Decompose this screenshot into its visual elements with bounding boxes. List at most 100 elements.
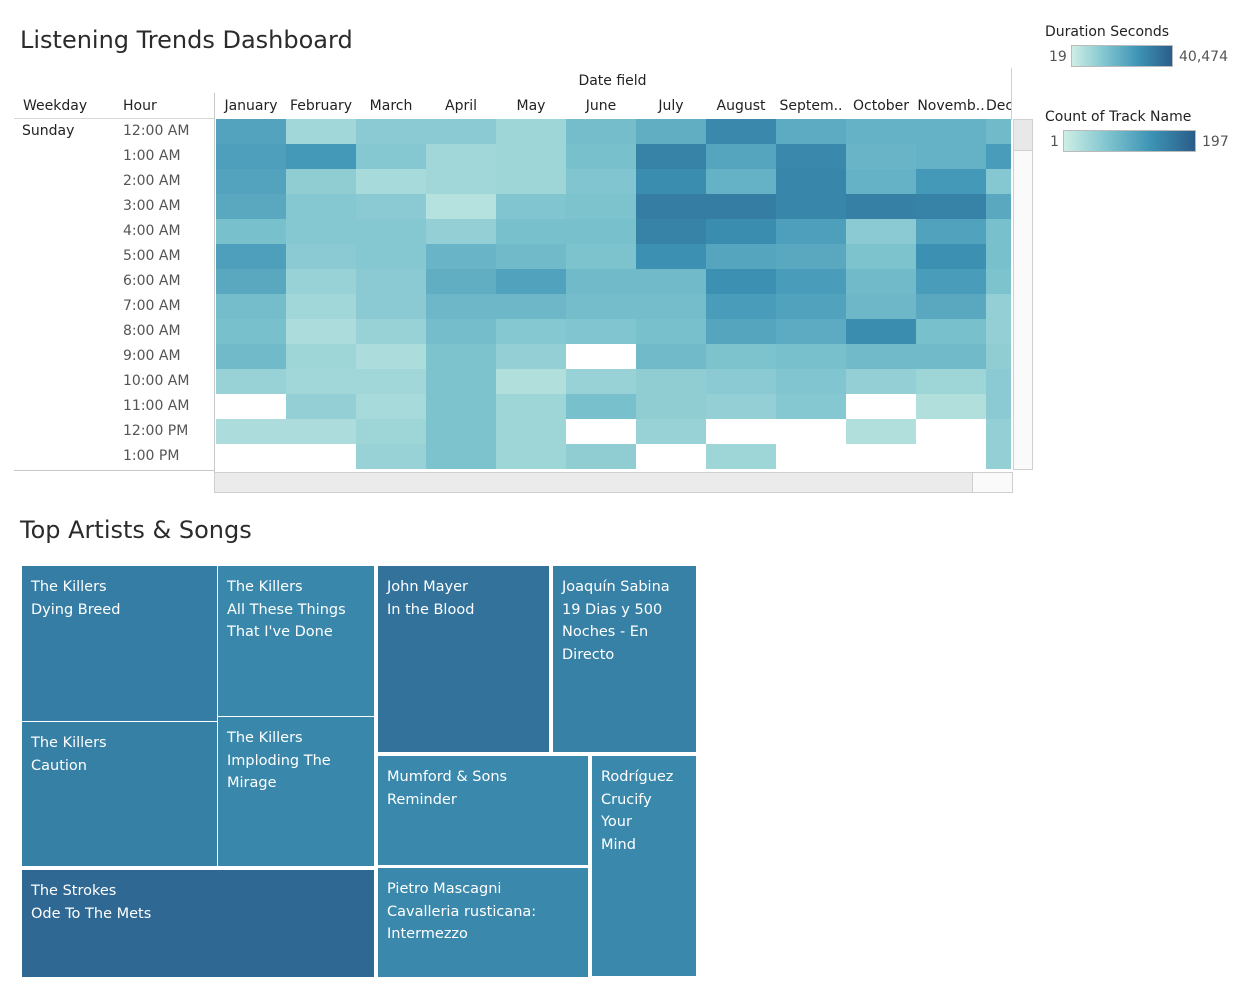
heatmap-cell[interactable] [496, 244, 566, 269]
heatmap-cell[interactable] [496, 119, 566, 144]
heatmap-cell[interactable] [216, 169, 286, 194]
heatmap-cell[interactable] [286, 369, 356, 394]
heatmap-cell[interactable] [636, 319, 706, 344]
heatmap-cell[interactable] [356, 269, 426, 294]
heatmap-cell[interactable] [706, 344, 776, 369]
heatmap-cell[interactable] [286, 194, 356, 219]
heatmap-cell[interactable] [916, 169, 986, 194]
heatmap-cell[interactable] [706, 319, 776, 344]
heatmap-cell[interactable] [846, 169, 916, 194]
heatmap-cell[interactable] [426, 144, 496, 169]
heatmap-cell[interactable] [916, 319, 986, 344]
treemap-tile[interactable]: The Killers Dying Breed [22, 566, 217, 721]
heatmap-cell[interactable] [216, 194, 286, 219]
heatmap-cell[interactable] [706, 219, 776, 244]
heatmap-cell[interactable] [636, 244, 706, 269]
horizontal-scroll-thumb[interactable] [215, 473, 973, 492]
heatmap-cell[interactable] [286, 394, 356, 419]
heatmap-cell[interactable] [846, 319, 916, 344]
heatmap-cell[interactable] [216, 369, 286, 394]
heatmap-cell[interactable] [986, 344, 1011, 369]
heatmap-cell[interactable] [496, 194, 566, 219]
heatmap-cell[interactable] [426, 294, 496, 319]
heatmap-cell[interactable] [986, 194, 1011, 219]
heatmap-cell[interactable] [216, 219, 286, 244]
heatmap-cell[interactable] [636, 144, 706, 169]
heatmap-cell[interactable] [496, 369, 566, 394]
heatmap-cell[interactable] [776, 294, 846, 319]
heatmap-cell[interactable] [846, 269, 916, 294]
heatmap-cell[interactable] [916, 369, 986, 394]
heatmap-cell[interactable] [426, 194, 496, 219]
heatmap-cell[interactable] [286, 169, 356, 194]
heatmap-cell[interactable] [776, 344, 846, 369]
heatmap-cell[interactable] [496, 219, 566, 244]
heatmap-cell[interactable] [566, 144, 636, 169]
heatmap-cell[interactable] [846, 369, 916, 394]
heatmap-cell[interactable] [636, 119, 706, 144]
heatmap-cell[interactable] [986, 444, 1011, 469]
heatmap-cell[interactable] [356, 294, 426, 319]
heatmap-cell[interactable] [846, 419, 916, 444]
heatmap-cell[interactable] [776, 394, 846, 419]
heatmap-cell[interactable] [916, 344, 986, 369]
heatmap-cell[interactable] [216, 319, 286, 344]
heatmap-cell[interactable] [496, 394, 566, 419]
heatmap-cell[interactable] [706, 119, 776, 144]
heatmap-cell[interactable] [426, 419, 496, 444]
heatmap-cell[interactable] [426, 319, 496, 344]
heatmap-cell[interactable] [776, 244, 846, 269]
heatmap-cell[interactable] [216, 119, 286, 144]
heatmap-cell[interactable] [426, 119, 496, 144]
treemap-tile[interactable]: Rodríguez Crucify Your Mind [592, 756, 696, 976]
heatmap-cell[interactable] [426, 394, 496, 419]
treemap-tile[interactable]: The Killers Caution [22, 722, 217, 866]
heatmap-cell[interactable] [776, 144, 846, 169]
heatmap-cell[interactable] [356, 319, 426, 344]
heatmap-cell[interactable] [986, 144, 1011, 169]
heatmap-cell[interactable] [426, 169, 496, 194]
heatmap-cell[interactable] [846, 194, 916, 219]
heatmap-cell[interactable] [216, 344, 286, 369]
heatmap-cell[interactable] [566, 294, 636, 319]
heatmap-cell[interactable] [566, 169, 636, 194]
heatmap-cell[interactable] [426, 244, 496, 269]
heatmap-cell[interactable] [566, 219, 636, 244]
heatmap-cell[interactable] [986, 219, 1011, 244]
treemap-tile[interactable]: The Strokes Ode To The Mets [22, 870, 374, 977]
heatmap-cell[interactable] [706, 294, 776, 319]
heatmap-cell[interactable] [566, 194, 636, 219]
heatmap-cell[interactable] [986, 319, 1011, 344]
heatmap-cell[interactable] [636, 269, 706, 294]
heatmap-cell[interactable] [496, 169, 566, 194]
heatmap-cell[interactable] [286, 344, 356, 369]
heatmap-cell[interactable] [356, 244, 426, 269]
treemap-tile[interactable]: Mumford & Sons Reminder [378, 756, 588, 865]
heatmap-cell[interactable] [916, 294, 986, 319]
heatmap-cell[interactable] [776, 369, 846, 394]
heatmap-cell[interactable] [636, 169, 706, 194]
heatmap-cell[interactable] [286, 319, 356, 344]
treemap-tile[interactable]: John Mayer In the Blood [378, 566, 549, 752]
heatmap-cell[interactable] [776, 319, 846, 344]
heatmap-cell[interactable] [706, 144, 776, 169]
heatmap-cell[interactable] [706, 194, 776, 219]
heatmap-cell[interactable] [636, 294, 706, 319]
treemap-tile[interactable]: The Killers Imploding The Mirage [218, 717, 374, 866]
heatmap-cell[interactable] [496, 444, 566, 469]
heatmap-cell[interactable] [706, 369, 776, 394]
heatmap-cell[interactable] [986, 369, 1011, 394]
heatmap-cell[interactable] [286, 119, 356, 144]
heatmap-cell[interactable] [356, 194, 426, 219]
heatmap-cell[interactable] [986, 244, 1011, 269]
heatmap-cell[interactable] [356, 394, 426, 419]
heatmap-cell[interactable] [356, 444, 426, 469]
heatmap-cell[interactable] [286, 269, 356, 294]
heatmap-cell[interactable] [566, 444, 636, 469]
treemap-tile[interactable]: The Killers All These Things That I've Don… [218, 566, 374, 716]
heatmap-cell[interactable] [356, 144, 426, 169]
heatmap-cell[interactable] [776, 119, 846, 144]
heatmap-cell[interactable] [566, 394, 636, 419]
heatmap-cell[interactable] [426, 269, 496, 294]
heatmap-cell[interactable] [776, 169, 846, 194]
